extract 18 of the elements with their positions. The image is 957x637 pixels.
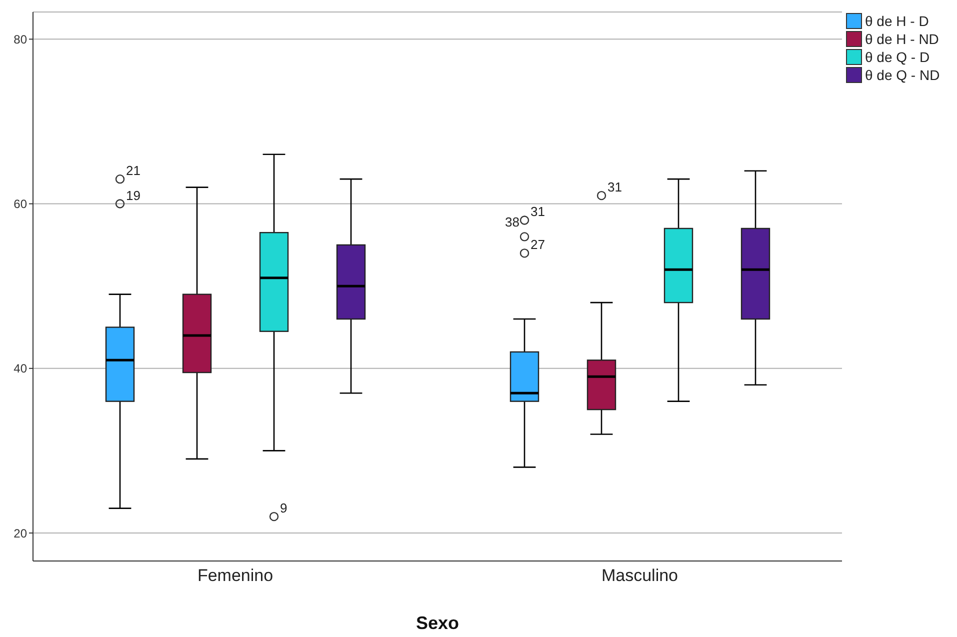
annotation: 9 [280,500,288,516]
x-tick-label: Masculino [601,566,678,586]
annotation: 31 [530,204,545,220]
y-tick-label: 80 [14,32,28,46]
x-axis-title: Sexo [416,613,460,633]
y-tick-label: 20 [14,526,28,540]
annotation: 31 [608,180,622,195]
legend-label: θ de Q - ND [865,67,940,83]
legend-label: θ de H - D [865,13,929,29]
annotation: 38 [505,214,520,230]
x-tick-label: Femenino [197,566,274,586]
legend-label: θ de H - ND [865,31,939,47]
legend-label: θ de Q - D [865,49,930,65]
annotation: 19 [126,188,140,203]
y-tick-label: 40 [14,362,28,376]
annotation: 21 [126,163,140,178]
y-tick-label: 60 [14,197,28,212]
annotation: 27 [530,237,545,252]
